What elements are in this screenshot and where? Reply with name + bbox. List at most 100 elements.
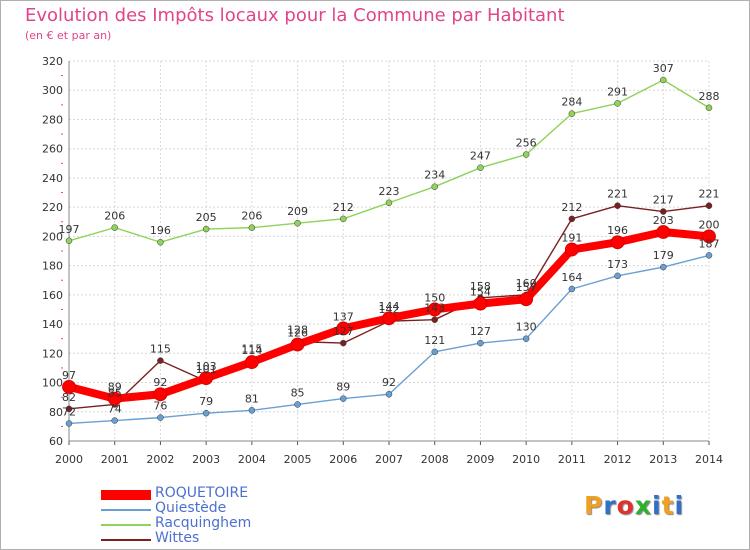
y-tick-label: 100	[42, 377, 63, 390]
legend-label: Wittes	[155, 530, 200, 546]
legend-label: ROQUETOIRE	[155, 485, 249, 501]
data-label: 197	[59, 223, 80, 236]
data-label: 221	[699, 188, 720, 201]
data-label: 115	[241, 343, 262, 356]
data-point	[382, 311, 396, 326]
y-tick-label: 160	[42, 289, 63, 302]
data-label: 121	[424, 334, 445, 347]
y-tick-label: 200	[42, 230, 63, 243]
data-point	[568, 285, 576, 293]
data-labels: 97 89 92 103 114 126 137 144 150 154 157 191 196 203 2…	[59, 62, 720, 418]
data-point	[248, 224, 256, 231]
data-point	[660, 208, 667, 215]
legend-swatch	[101, 509, 151, 511]
legend-swatch	[101, 524, 151, 526]
data-label: 288	[699, 90, 720, 103]
data-point	[385, 390, 393, 398]
x-tick-label: 2001	[101, 453, 129, 466]
data-point	[153, 387, 168, 402]
legend-swatch	[101, 539, 151, 541]
x-tick-label: 2002	[146, 453, 174, 466]
data-point	[157, 357, 164, 364]
data-label: 158	[470, 280, 491, 293]
x-tick-label: 2010	[512, 453, 540, 466]
data-point	[107, 391, 122, 406]
data-point	[519, 292, 534, 307]
data-point	[340, 339, 347, 347]
data-point	[614, 100, 621, 107]
legend-item: ROQUETOIRE	[101, 485, 321, 502]
data-label: 284	[561, 96, 582, 109]
data-point	[656, 225, 671, 239]
x-tick-label: 2004	[238, 453, 266, 466]
data-label: 92	[382, 376, 396, 389]
data-point	[473, 296, 488, 311]
x-tick-label: 2013	[649, 453, 677, 466]
data-label: 187	[699, 237, 720, 250]
data-point	[244, 355, 259, 369]
data-label: 150	[424, 291, 445, 304]
data-label: 212	[561, 201, 582, 214]
data-label: 217	[653, 194, 674, 207]
data-point	[522, 151, 530, 158]
data-label: 157	[516, 281, 537, 294]
y-tick-label: 260	[42, 143, 63, 156]
data-point	[65, 237, 73, 245]
legend-item: Wittes	[101, 530, 321, 547]
data-label: 223	[379, 185, 400, 198]
chart-title: Evolution des Impôts locaux pour la Comm…	[25, 5, 565, 26]
data-label: 72	[62, 405, 76, 418]
data-point	[705, 202, 713, 209]
data-label: 127	[470, 325, 491, 338]
data-point	[294, 401, 301, 408]
data-label: 200	[699, 218, 720, 231]
x-tick-label: 2014	[695, 453, 723, 466]
data-label: 173	[607, 258, 628, 271]
data-point	[199, 371, 214, 386]
data-point	[522, 335, 530, 342]
x-tick-label: 2007	[375, 453, 403, 466]
data-label: 85	[291, 386, 305, 399]
data-point	[564, 242, 579, 257]
data-point	[705, 104, 713, 112]
data-point	[111, 417, 118, 424]
data-label: 114	[241, 344, 262, 357]
data-point	[568, 110, 576, 117]
data-label: 142	[379, 303, 400, 316]
data-label: 247	[470, 150, 491, 163]
data-point	[248, 407, 256, 414]
data-point	[702, 229, 716, 244]
data-label: 164	[561, 271, 582, 284]
data-point	[157, 238, 164, 246]
y-tick-label: 180	[42, 260, 63, 273]
data-point	[65, 405, 73, 413]
x-tick-label: 2005	[284, 453, 312, 466]
data-label: 74	[108, 403, 122, 416]
data-point	[610, 235, 625, 250]
y-tick-label: 280	[42, 113, 63, 126]
data-point	[705, 252, 713, 259]
x-tick-label: 2008	[421, 453, 449, 466]
legend-swatch	[101, 490, 151, 500]
data-label: 144	[379, 300, 400, 313]
x-tick-label: 2012	[604, 453, 632, 466]
data-label: 115	[150, 343, 171, 356]
y-tick-label: 220	[42, 201, 63, 214]
data-label: 130	[516, 321, 537, 334]
y-tick-label: 320	[42, 55, 63, 68]
data-point	[385, 199, 393, 207]
data-label: 127	[333, 325, 354, 338]
data-point	[614, 202, 621, 209]
data-point	[336, 321, 351, 336]
y-tick-label: 80	[49, 406, 63, 419]
x-tick-label: 2000	[55, 453, 83, 466]
grid-lines	[68, 60, 710, 442]
data-label: 76	[153, 400, 167, 413]
data-point	[477, 339, 484, 347]
data-point	[568, 215, 576, 223]
data-label: 137	[333, 310, 354, 323]
data-label: 126	[287, 327, 308, 340]
y-tick-label: 140	[42, 318, 63, 331]
